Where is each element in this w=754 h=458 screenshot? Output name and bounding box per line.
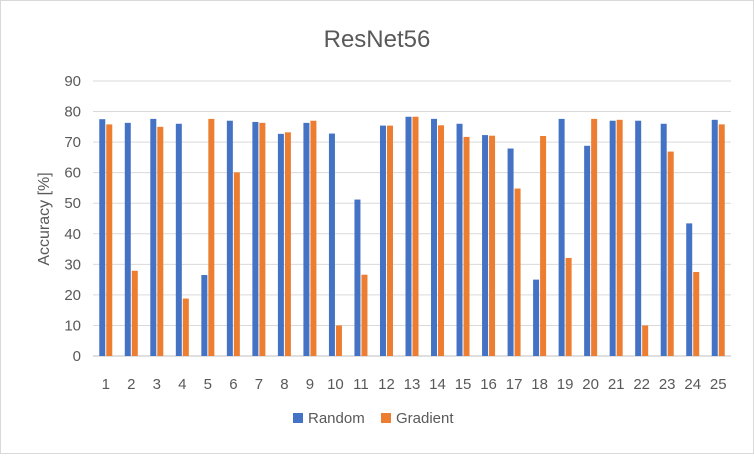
legend-label-random: Random	[308, 410, 365, 427]
bar-gradient-15	[463, 136, 470, 356]
x-tick-label: 6	[229, 376, 237, 393]
bar-random-18	[533, 279, 540, 356]
bar-gradient-10	[335, 325, 342, 356]
bar-gradient-16	[489, 135, 496, 356]
bar-random-9	[303, 122, 310, 356]
x-tick-label: 22	[633, 376, 650, 393]
x-tick-labels: 1 2 3 4 5 6 7 8 9 10 11 12 13 14 15 16 17 18 19 20 21 22 23 24 2…	[102, 376, 727, 393]
bar-gradient-4	[182, 298, 189, 356]
y-tick-label: 70	[64, 134, 81, 151]
bar-random-16	[482, 135, 489, 356]
bar-random-24	[686, 223, 693, 356]
bar-random-2	[124, 122, 131, 356]
bar-gradient-6	[233, 172, 240, 356]
x-tick-label: 13	[404, 376, 421, 393]
legend: Random Gradient	[293, 410, 454, 427]
x-tick-label: 1	[102, 376, 110, 393]
legend-label-gradient: Gradient	[396, 410, 454, 427]
bar-gradient-2	[131, 270, 138, 356]
bar-gradient-11	[361, 274, 368, 356]
bar-random-20	[584, 145, 591, 356]
x-tick-label: 7	[255, 376, 263, 393]
y-tick-label: 10	[64, 317, 81, 334]
bar-random-8	[277, 133, 284, 356]
y-tick-label: 90	[64, 73, 81, 90]
x-tick-label: 2	[127, 376, 135, 393]
bar-random-6	[226, 120, 233, 356]
bar-random-12	[379, 125, 386, 356]
x-tick-label: 20	[582, 376, 599, 393]
bar-random-13	[405, 116, 412, 356]
x-tick-label: 25	[710, 376, 727, 393]
bar-random-19	[558, 118, 565, 356]
legend-swatch-gradient	[381, 413, 391, 423]
bar-gradient-24	[693, 271, 700, 356]
y-axis-label: Accuracy [%]	[36, 172, 53, 265]
gridlines	[93, 80, 731, 357]
x-tick-label: 24	[684, 376, 701, 393]
x-tick-label: 16	[480, 376, 497, 393]
x-tick-label: 18	[531, 376, 548, 393]
x-tick-label: 12	[378, 376, 395, 393]
x-tick-label: 9	[306, 376, 314, 393]
x-tick-label: 4	[178, 376, 186, 393]
bar-random-23	[660, 123, 667, 357]
x-tick-label: 23	[659, 376, 676, 393]
bar-random-21	[609, 120, 616, 356]
bar-random-5	[201, 275, 208, 356]
bar-gradient-20	[591, 118, 598, 356]
bar-gradient-18	[540, 136, 547, 356]
x-tick-label: 11	[353, 376, 369, 393]
bar-gradient-13	[412, 116, 419, 356]
x-tick-label: 10	[327, 376, 344, 393]
y-tick-label: 80	[64, 104, 81, 121]
bar-gradient-5	[208, 118, 215, 356]
bar-gradient-9	[310, 120, 317, 356]
bar-random-10	[328, 133, 335, 356]
bar-gradient-25	[718, 124, 725, 356]
y-tick-label: 50	[64, 195, 81, 212]
y-tick-label: 20	[64, 287, 81, 304]
bar-random-4	[175, 123, 182, 357]
bar-gradient-7	[259, 122, 266, 356]
x-tick-label: 14	[429, 376, 446, 393]
legend-swatch-random	[293, 413, 303, 423]
bar-gradient-14	[438, 125, 445, 356]
bar-gradient-22	[642, 325, 649, 356]
x-tick-label: 19	[557, 376, 574, 393]
bar-random-17	[507, 148, 514, 356]
y-tick-label: 30	[64, 256, 81, 273]
x-tick-label: 8	[280, 376, 288, 393]
bar-random-15	[456, 123, 463, 357]
bar-gradient-19	[565, 257, 572, 356]
bar-gradient-12	[386, 125, 393, 356]
bar-random-7	[252, 121, 259, 356]
bar-gradient-17	[514, 188, 521, 356]
bar-gradient-21	[616, 119, 623, 356]
x-tick-label: 17	[506, 376, 523, 393]
chart-title: ResNet56	[324, 26, 431, 53]
x-tick-label: 15	[455, 376, 472, 393]
bar-random-11	[354, 199, 361, 356]
x-tick-label: 3	[153, 376, 161, 393]
x-tick-label: 5	[204, 376, 212, 393]
y-tick-label: 40	[64, 226, 81, 243]
y-tick-label: 60	[64, 165, 81, 182]
bar-gradient-8	[284, 132, 291, 356]
y-tick-labels: 0 10 20 30 40 50 60 70 80 90	[64, 73, 81, 365]
y-tick-label: 0	[73, 348, 81, 365]
bar-random-22	[635, 120, 642, 356]
bar-gradient-23	[667, 151, 674, 356]
bar-gradient-3	[157, 126, 164, 356]
bar-random-3	[150, 118, 157, 356]
bar-gradient-1	[106, 124, 113, 356]
bar-random-14	[431, 118, 438, 356]
bar-random-1	[99, 119, 106, 356]
bar-random-25	[711, 119, 718, 356]
x-tick-label: 21	[608, 376, 625, 393]
bars	[99, 116, 725, 357]
